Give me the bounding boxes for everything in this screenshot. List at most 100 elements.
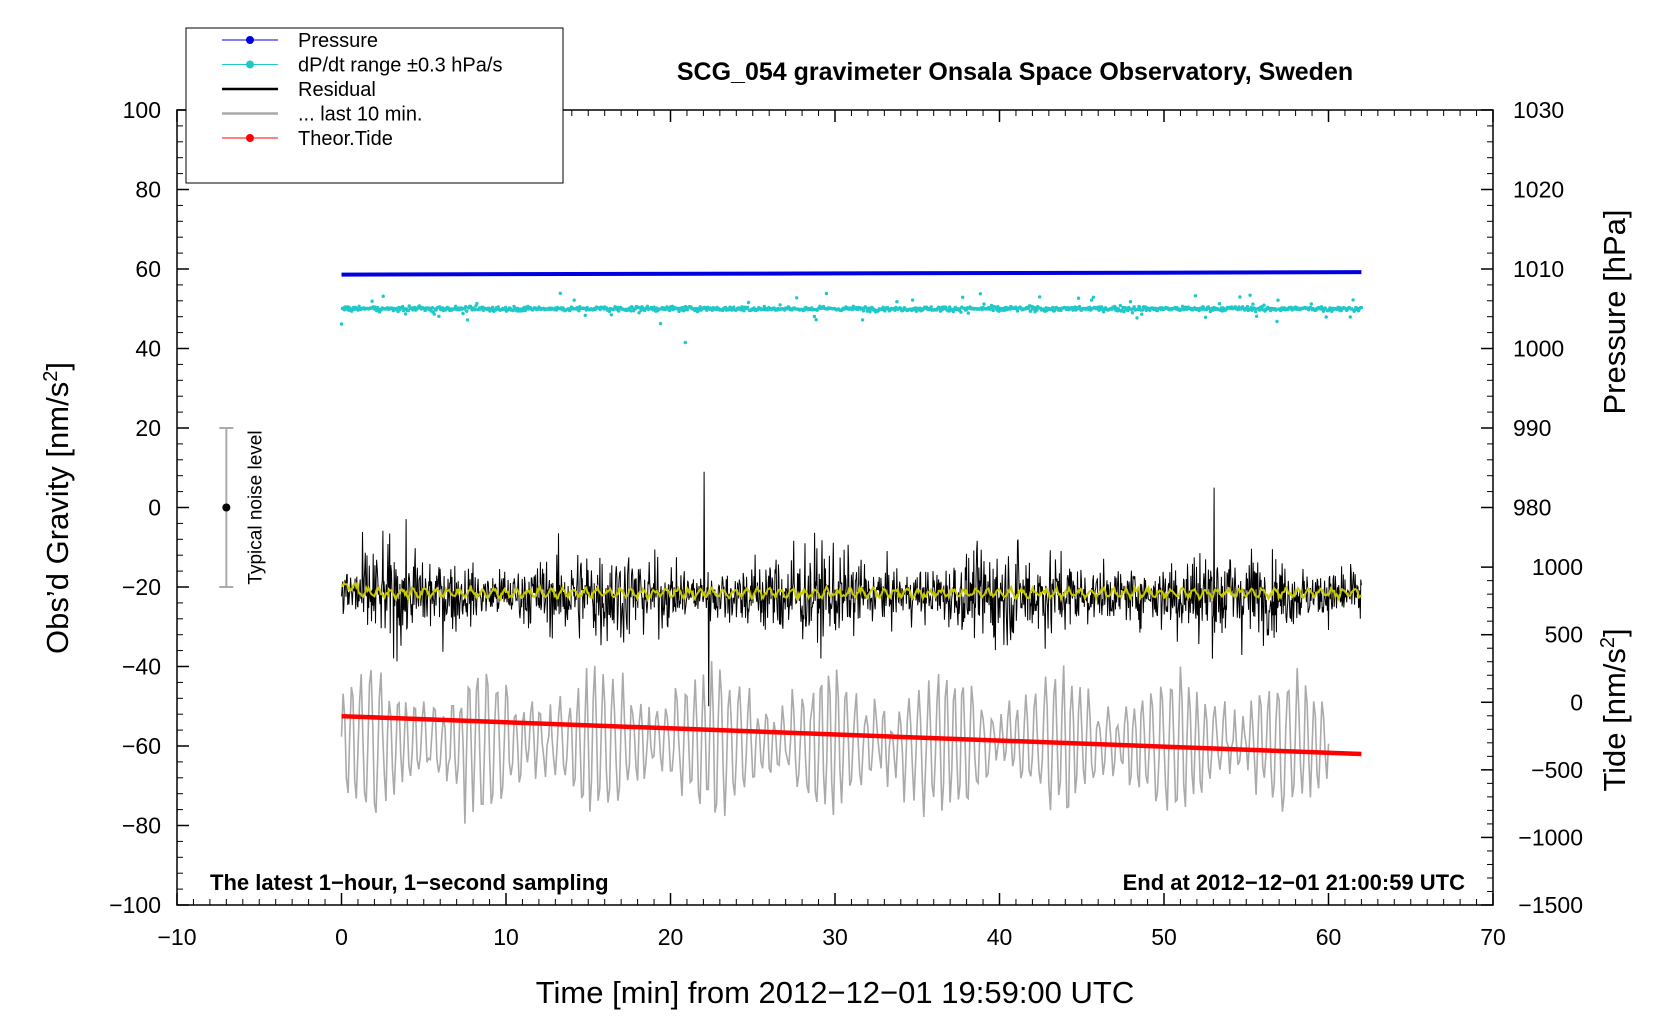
dpdt-point: [1203, 315, 1208, 319]
dpdt-point: [883, 309, 887, 313]
left-tick-label: −100: [109, 892, 161, 918]
dpdt-point: [861, 309, 866, 313]
dpdt-point: [1128, 300, 1133, 304]
dpdt-point: [490, 305, 495, 310]
series-dpdt-points: [339, 291, 1364, 345]
dpdt-point: [814, 318, 818, 322]
dpdt-point: [1236, 307, 1240, 312]
x-tick-label: 30: [822, 924, 848, 950]
annotation-bottom-right: End at 2012−12−01 21:00:59 UTC: [1123, 870, 1466, 895]
tide-tick-labels: −1500 −1000 −500 0 500 1000: [1518, 554, 1583, 918]
dpdt-point: [991, 308, 995, 313]
dpdt-point: [583, 313, 587, 317]
dpdt-point: [453, 304, 458, 308]
dpdt-point: [1135, 316, 1139, 320]
dpdt-point: [677, 309, 681, 314]
dpdt-point: [742, 309, 746, 313]
dpdt-point: [572, 298, 576, 302]
dpdt-point: [1118, 303, 1123, 308]
dpdt-point: [430, 306, 435, 310]
dpdt-point: [860, 318, 865, 322]
left-tick-label: −80: [122, 813, 161, 839]
dpdt-point: [1249, 305, 1253, 310]
dpdt-point: [432, 312, 436, 316]
dpdt-point: [1275, 319, 1279, 324]
dpdt-point: [1015, 309, 1020, 313]
left-tick-label: 40: [135, 336, 161, 362]
legend-swatch-marker: [246, 134, 254, 142]
dpdt-point: [1217, 302, 1222, 306]
dpdt-point: [465, 309, 469, 313]
dpdt-point: [629, 309, 633, 313]
dpdt-point: [464, 305, 468, 309]
noise-center-dot: [222, 503, 231, 512]
dpdt-point: [1321, 309, 1326, 313]
dpdt-point: [914, 309, 919, 313]
dpdt-point: [1035, 308, 1039, 312]
dpdt-point: [475, 301, 479, 306]
legend-box: [185, 27, 564, 184]
dpdt-point: [342, 308, 346, 312]
x-tick-label: 40: [987, 924, 1013, 950]
dpdt-point: [824, 291, 829, 296]
dpdt-point: [893, 308, 897, 312]
dpdt-point: [1319, 305, 1324, 309]
dpdt-point: [496, 305, 500, 309]
annotation-bottom-left: The latest 1−hour, 1−second sampling: [210, 870, 609, 895]
dpdt-point: [1254, 310, 1258, 314]
left-tick-label: −20: [122, 574, 161, 600]
dpdt-point: [1350, 307, 1354, 311]
dpdt-point: [1122, 309, 1126, 314]
noise-indicator: Typical noise level: [219, 427, 266, 588]
pressure-tick-labels: 980 990 1000 1010 1020 1030: [1513, 97, 1564, 521]
dpdt-point: [997, 309, 1001, 313]
pressure-tick-label: 1000: [1513, 336, 1564, 362]
left-tick-label: 20: [135, 415, 161, 441]
tide-tick-label: 0: [1570, 689, 1583, 715]
legend-label: Residual: [298, 79, 376, 101]
x-tick-label: −10: [157, 924, 196, 950]
series-last-10-min-line: [340, 661, 1330, 824]
dpdt-point: [859, 306, 864, 310]
dpdt-point: [944, 305, 948, 310]
x-tick-label: 60: [1316, 924, 1342, 950]
dpdt-point: [959, 310, 963, 314]
x-axis-title: Time [min] from 2012−12−01 19:59:00 UTC: [536, 975, 1135, 1010]
pressure-tick-label: 990: [1513, 415, 1551, 441]
tide-tick-label: −500: [1531, 757, 1583, 783]
dpdt-point: [1324, 315, 1328, 319]
legend-swatch-marker: [246, 36, 254, 44]
left-tick-label: −40: [122, 654, 161, 680]
left-tick-label: 100: [123, 97, 161, 123]
dpdt-point: [461, 311, 465, 316]
dpdt-point: [1348, 315, 1353, 319]
x-tick-label: 50: [1151, 924, 1177, 950]
dpdt-point: [1248, 293, 1252, 297]
dpdt-point: [1026, 306, 1031, 311]
dpdt-point: [1050, 305, 1055, 310]
dpdt-point: [951, 309, 956, 314]
legend-items: Pressure dP/dt range ±0.3 hPa/sResidual..…: [222, 30, 502, 150]
dpdt-point: [1091, 295, 1096, 299]
dpdt-point: [1238, 295, 1242, 299]
dpdt-point: [381, 294, 385, 298]
series-layer: [339, 270, 1364, 824]
left-tick-labels: −100 −80 −60 −40 −20 0 20 40 60 80 100: [109, 97, 161, 918]
legend-swatch-marker: [246, 60, 254, 69]
dpdt-point: [1076, 296, 1081, 300]
x-tick-label: 10: [493, 924, 519, 950]
dpdt-point: [895, 300, 899, 304]
dpdt-point: [511, 308, 515, 313]
dpdt-point: [1289, 305, 1293, 309]
dpdt-point: [1077, 304, 1082, 309]
dpdt-point: [1251, 302, 1255, 306]
dpdt-point: [373, 305, 377, 309]
dpdt-point: [1262, 303, 1266, 307]
pressure-tick-label: 980: [1513, 495, 1551, 521]
chart-title: SCG_054 gravimeter Onsala Space Observat…: [677, 58, 1353, 86]
dpdt-point: [1028, 309, 1033, 313]
dpdt-point: [683, 304, 688, 309]
dpdt-point: [609, 313, 613, 317]
legend-label: Theor.Tide: [298, 128, 393, 150]
tide-tick-label: −1500: [1518, 892, 1583, 918]
